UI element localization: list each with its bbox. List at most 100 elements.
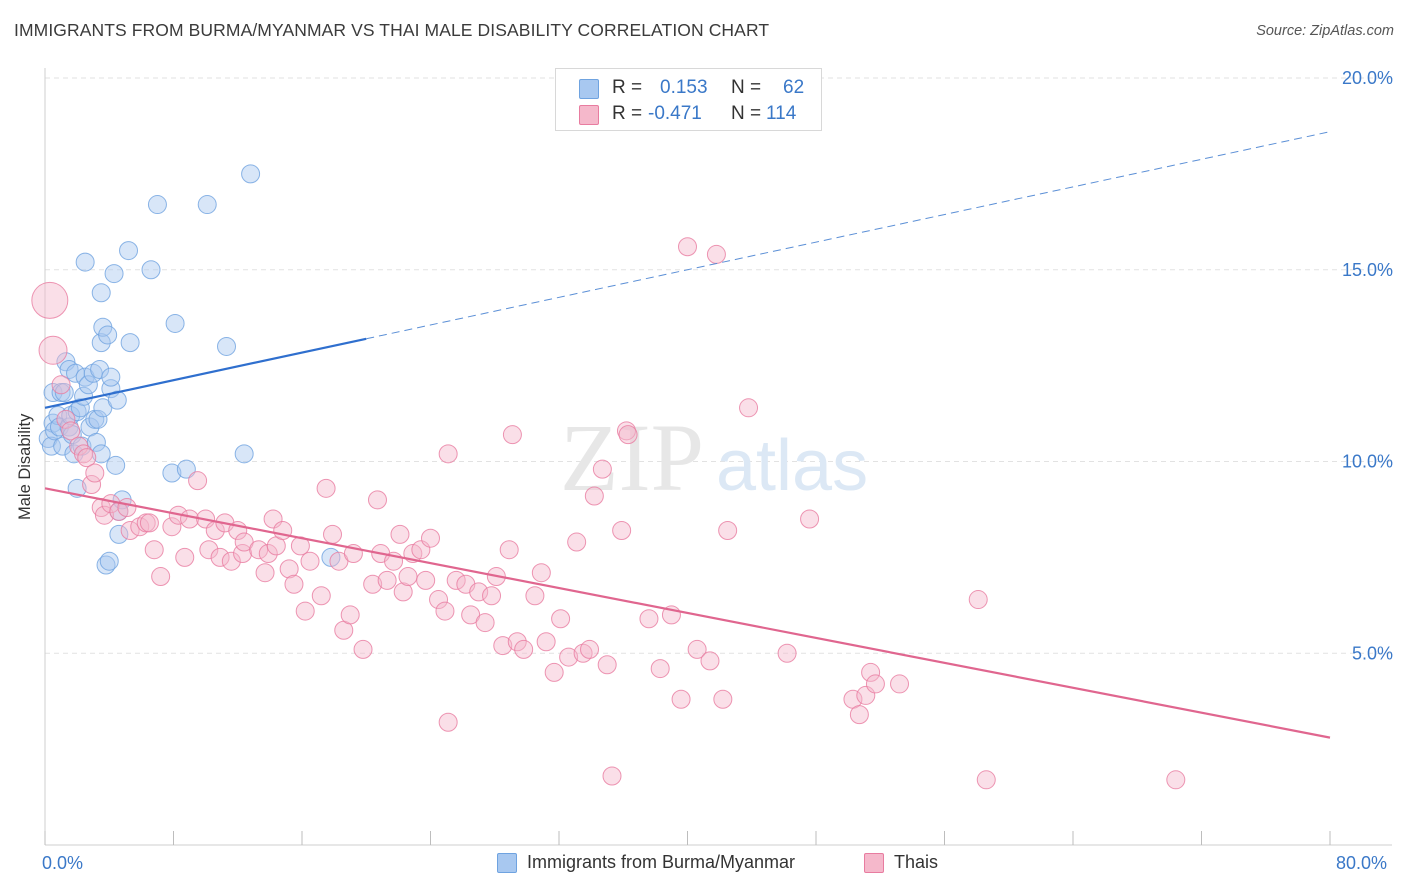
burma-point	[91, 283, 111, 303]
y-tick-label: 10.0%	[1342, 452, 1393, 472]
thais-point	[210, 547, 230, 567]
thais-point	[435, 601, 455, 621]
thais-point	[363, 574, 383, 594]
thais-point	[602, 766, 622, 786]
thais-point	[514, 639, 534, 659]
burma-point	[109, 524, 129, 544]
thais-point	[502, 425, 522, 445]
thais-point	[580, 639, 600, 659]
y-tick-label: 15.0%	[1342, 260, 1393, 280]
n-label: N =	[731, 77, 762, 98]
thais-point	[507, 632, 527, 652]
thais-point	[295, 601, 315, 621]
legend-row-burma: R = 0.153 N = 62	[556, 77, 821, 103]
thais-point	[255, 563, 275, 583]
thais-point	[398, 567, 418, 587]
burma-point	[120, 333, 140, 353]
thais-point	[51, 375, 71, 395]
thais-point	[536, 632, 556, 652]
thais-point	[800, 509, 820, 529]
thais-point	[968, 590, 988, 610]
x-tick-label-max: 80.0%	[1336, 853, 1388, 873]
thais-point	[94, 505, 114, 525]
thais-point	[221, 551, 241, 571]
thais-point	[739, 398, 759, 418]
y-tick-labels: 5.0% 10.0% 15.0% 20.0%	[1342, 68, 1393, 663]
thais-point	[38, 335, 68, 365]
burma-point	[101, 367, 121, 387]
burma-trend-line	[44, 337, 367, 409]
thais-point	[390, 524, 410, 544]
axes	[44, 68, 1392, 846]
chart-title: IMMIGRANTS FROM BURMA/MYANMAR VS THAI MA…	[14, 20, 770, 40]
y-tick-label: 20.0%	[1342, 68, 1393, 88]
thais-point	[650, 659, 670, 679]
burma-point	[90, 359, 110, 379]
thais-point	[849, 705, 869, 725]
n-value: 62	[783, 77, 805, 98]
thais-point	[499, 540, 519, 560]
thais-point	[151, 567, 171, 587]
thais-point	[706, 244, 726, 264]
burma-point	[241, 164, 261, 184]
series-legend: Immigrants from Burma/Myanmar Thais	[0, 851, 1406, 877]
thais-point	[438, 712, 458, 732]
n-value: 114	[766, 103, 797, 124]
thais-point	[865, 674, 885, 694]
r-label: R =	[612, 77, 643, 98]
thais-point	[31, 281, 69, 319]
gridlines	[45, 77, 1392, 654]
n-label: N =	[731, 103, 762, 124]
thais-point	[74, 444, 94, 464]
thais-point	[56, 409, 76, 429]
thais-point	[77, 448, 97, 468]
thais-point	[273, 521, 293, 541]
burma-point	[91, 333, 111, 353]
burma-point	[99, 551, 119, 571]
thais-point	[429, 590, 449, 610]
legend-swatch-thais	[864, 853, 884, 873]
legend-swatch-burma	[497, 853, 517, 873]
thais-point	[639, 609, 659, 629]
thais-point	[713, 689, 733, 709]
thais-point	[300, 551, 320, 571]
burma-point	[165, 313, 185, 333]
r-value: 0.153	[660, 77, 708, 98]
burma-point	[98, 325, 118, 345]
thais-point	[279, 559, 299, 579]
thais-point	[525, 586, 545, 606]
burma-point	[234, 444, 254, 464]
legend-label-thais: Thais	[894, 852, 939, 872]
thais-point	[82, 475, 102, 495]
thais-point	[687, 639, 707, 659]
thais-point	[618, 425, 638, 445]
burma-point	[217, 336, 237, 356]
thais-point	[258, 544, 278, 564]
thais-point	[323, 524, 343, 544]
trend-lines	[44, 131, 1331, 739]
thais-point	[367, 490, 387, 510]
thais-point	[700, 651, 720, 671]
thais-point	[199, 540, 219, 560]
burma-point	[88, 409, 108, 429]
burma-point	[106, 455, 126, 475]
thais-point	[592, 459, 612, 479]
watermark-zip: ZIP	[560, 404, 704, 511]
thais-point	[421, 528, 440, 548]
burma-point	[147, 195, 167, 215]
burma-point	[41, 436, 61, 456]
thais-point	[353, 639, 373, 659]
thais-point	[446, 570, 466, 590]
thais-point	[85, 463, 105, 483]
thais-point	[493, 636, 513, 656]
thais-point	[584, 486, 604, 506]
thais-point	[188, 471, 208, 491]
thais-point	[597, 655, 617, 675]
thais-point	[120, 521, 140, 541]
thais-point	[162, 517, 182, 537]
thais-point	[544, 662, 564, 682]
thais-point	[438, 444, 458, 464]
thais-point	[117, 498, 137, 518]
burma-point	[119, 241, 139, 261]
